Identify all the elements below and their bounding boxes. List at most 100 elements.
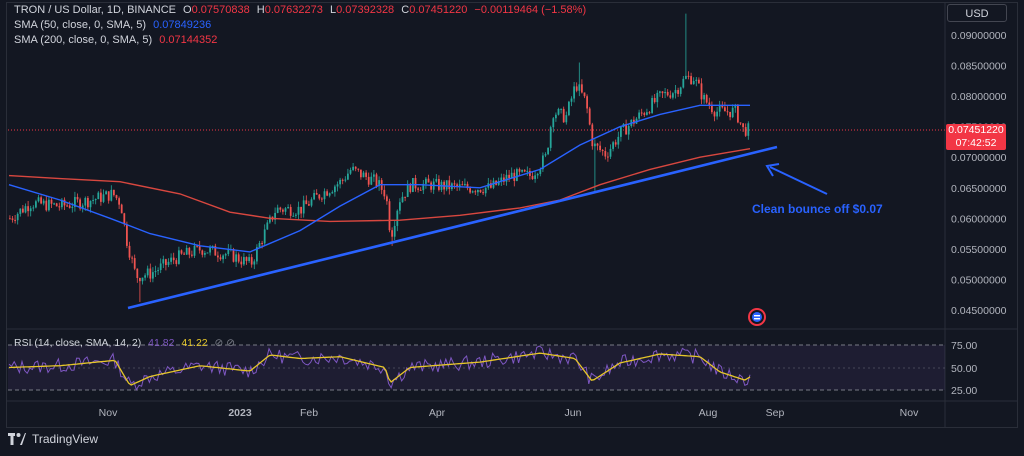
price-tag: 0.07451220 07:42:52 bbox=[946, 124, 1006, 150]
price-axis-label: 0.04500000 bbox=[951, 305, 1007, 317]
candle-body bbox=[674, 89, 677, 94]
candle-body bbox=[643, 113, 646, 115]
candle-body bbox=[37, 197, 40, 202]
candle-body bbox=[713, 112, 716, 117]
candle-body bbox=[360, 169, 362, 178]
candle-body bbox=[742, 123, 744, 128]
candle-body bbox=[427, 178, 430, 183]
candle-body bbox=[27, 206, 29, 212]
candle-body bbox=[94, 199, 97, 201]
annotation-text[interactable]: Clean bounce off $0.07 bbox=[752, 202, 883, 216]
price-axis-label: 0.05500000 bbox=[951, 244, 1007, 256]
candle-body bbox=[323, 191, 326, 200]
annotation-arrow[interactable] bbox=[769, 166, 828, 195]
visibility-icon[interactable]: ⊘ bbox=[214, 337, 224, 349]
candle-body bbox=[87, 197, 89, 208]
candle-body bbox=[588, 108, 591, 125]
candle-body bbox=[542, 155, 544, 170]
candle-body bbox=[406, 183, 409, 198]
price-axis-label: 0.07000000 bbox=[951, 152, 1007, 164]
candle-body bbox=[677, 89, 679, 94]
rsi-line bbox=[8, 345, 751, 391]
candle-body bbox=[604, 151, 607, 157]
flag-icon[interactable] bbox=[748, 308, 766, 326]
candle-body bbox=[464, 183, 466, 186]
candle-body bbox=[258, 242, 261, 248]
candle-body bbox=[154, 271, 157, 273]
rsi-legend[interactable]: RSI (14, close, SMA, 14, 2) 41.82 41.22 … bbox=[14, 337, 235, 349]
sma-200-line bbox=[8, 148, 751, 223]
candle-body bbox=[599, 145, 601, 151]
rsi-label: RSI (14, close, SMA, 14, 2) bbox=[14, 337, 142, 349]
candle-body bbox=[284, 208, 287, 212]
candle-body bbox=[170, 257, 172, 262]
candle-body bbox=[505, 174, 508, 182]
candle-body bbox=[81, 205, 84, 209]
sma200-legend[interactable]: SMA (200, close, 0, SMA, 5) 0.07144352 bbox=[14, 34, 217, 46]
candle-body bbox=[204, 253, 206, 255]
close-label: C bbox=[401, 4, 410, 16]
brand-label: TradingView bbox=[32, 432, 99, 446]
candle-body bbox=[685, 75, 687, 79]
tradingview-logo[interactable]: TradingView bbox=[8, 432, 98, 446]
price-axis-label: 0.06500000 bbox=[951, 183, 1007, 195]
currency-button[interactable]: USD bbox=[947, 4, 1007, 22]
candle-body bbox=[565, 115, 568, 123]
price-axis-label: 0.06000000 bbox=[951, 213, 1007, 225]
candle-body bbox=[55, 203, 58, 207]
price-axis-label: 0.09000000 bbox=[951, 30, 1007, 42]
candle-body bbox=[729, 111, 731, 118]
candle-body bbox=[594, 143, 596, 147]
candle-body bbox=[607, 156, 609, 158]
candle-body bbox=[409, 183, 412, 192]
candle-body bbox=[484, 187, 487, 194]
open-label: O bbox=[183, 4, 192, 16]
candle-body bbox=[32, 207, 35, 209]
candle-body bbox=[217, 255, 219, 258]
candle-body bbox=[638, 112, 640, 119]
candle-body bbox=[672, 93, 674, 98]
candle-body bbox=[651, 97, 653, 113]
candle-body bbox=[269, 216, 271, 223]
candle-body bbox=[165, 259, 167, 265]
candle-body bbox=[287, 207, 289, 209]
candle-body bbox=[100, 192, 102, 202]
candle-body bbox=[516, 169, 518, 181]
candle-body bbox=[313, 193, 315, 200]
candle-body bbox=[503, 177, 505, 182]
candle-body bbox=[659, 91, 661, 93]
candle-body bbox=[526, 170, 529, 172]
candle-body bbox=[471, 191, 474, 193]
candle-body bbox=[664, 91, 666, 94]
candle-body bbox=[157, 270, 159, 272]
sma-50-line bbox=[8, 104, 750, 253]
price-tag-price: 0.07451220 bbox=[948, 124, 1004, 136]
candle-body bbox=[113, 189, 115, 196]
candle-body bbox=[370, 176, 373, 185]
candle-body bbox=[48, 199, 50, 211]
candle-body bbox=[110, 189, 113, 201]
time-axis-label: Feb bbox=[300, 407, 318, 419]
candle-body bbox=[42, 200, 45, 204]
rsi-ma-line bbox=[8, 352, 751, 386]
candle-body bbox=[128, 245, 131, 258]
candle-body bbox=[721, 105, 724, 108]
candle-body bbox=[167, 261, 170, 265]
candle-body bbox=[453, 183, 456, 185]
candle-body bbox=[248, 257, 250, 262]
candle-body bbox=[435, 178, 438, 182]
candle-body bbox=[640, 112, 643, 114]
candle-body bbox=[305, 200, 308, 205]
sma50-legend[interactable]: SMA (50, close, 0, SMA, 5) 0.07849236 bbox=[14, 19, 211, 31]
settings-icon[interactable]: ⊘ bbox=[226, 337, 236, 349]
candle-body bbox=[71, 206, 74, 208]
candle-body bbox=[188, 247, 191, 255]
candle-body bbox=[261, 242, 263, 244]
candle-body bbox=[419, 189, 422, 191]
support-trendline[interactable] bbox=[127, 145, 778, 310]
candle-body bbox=[357, 168, 360, 170]
candle-body bbox=[139, 277, 141, 282]
candle-body bbox=[237, 254, 240, 262]
candle-body bbox=[739, 122, 742, 124]
